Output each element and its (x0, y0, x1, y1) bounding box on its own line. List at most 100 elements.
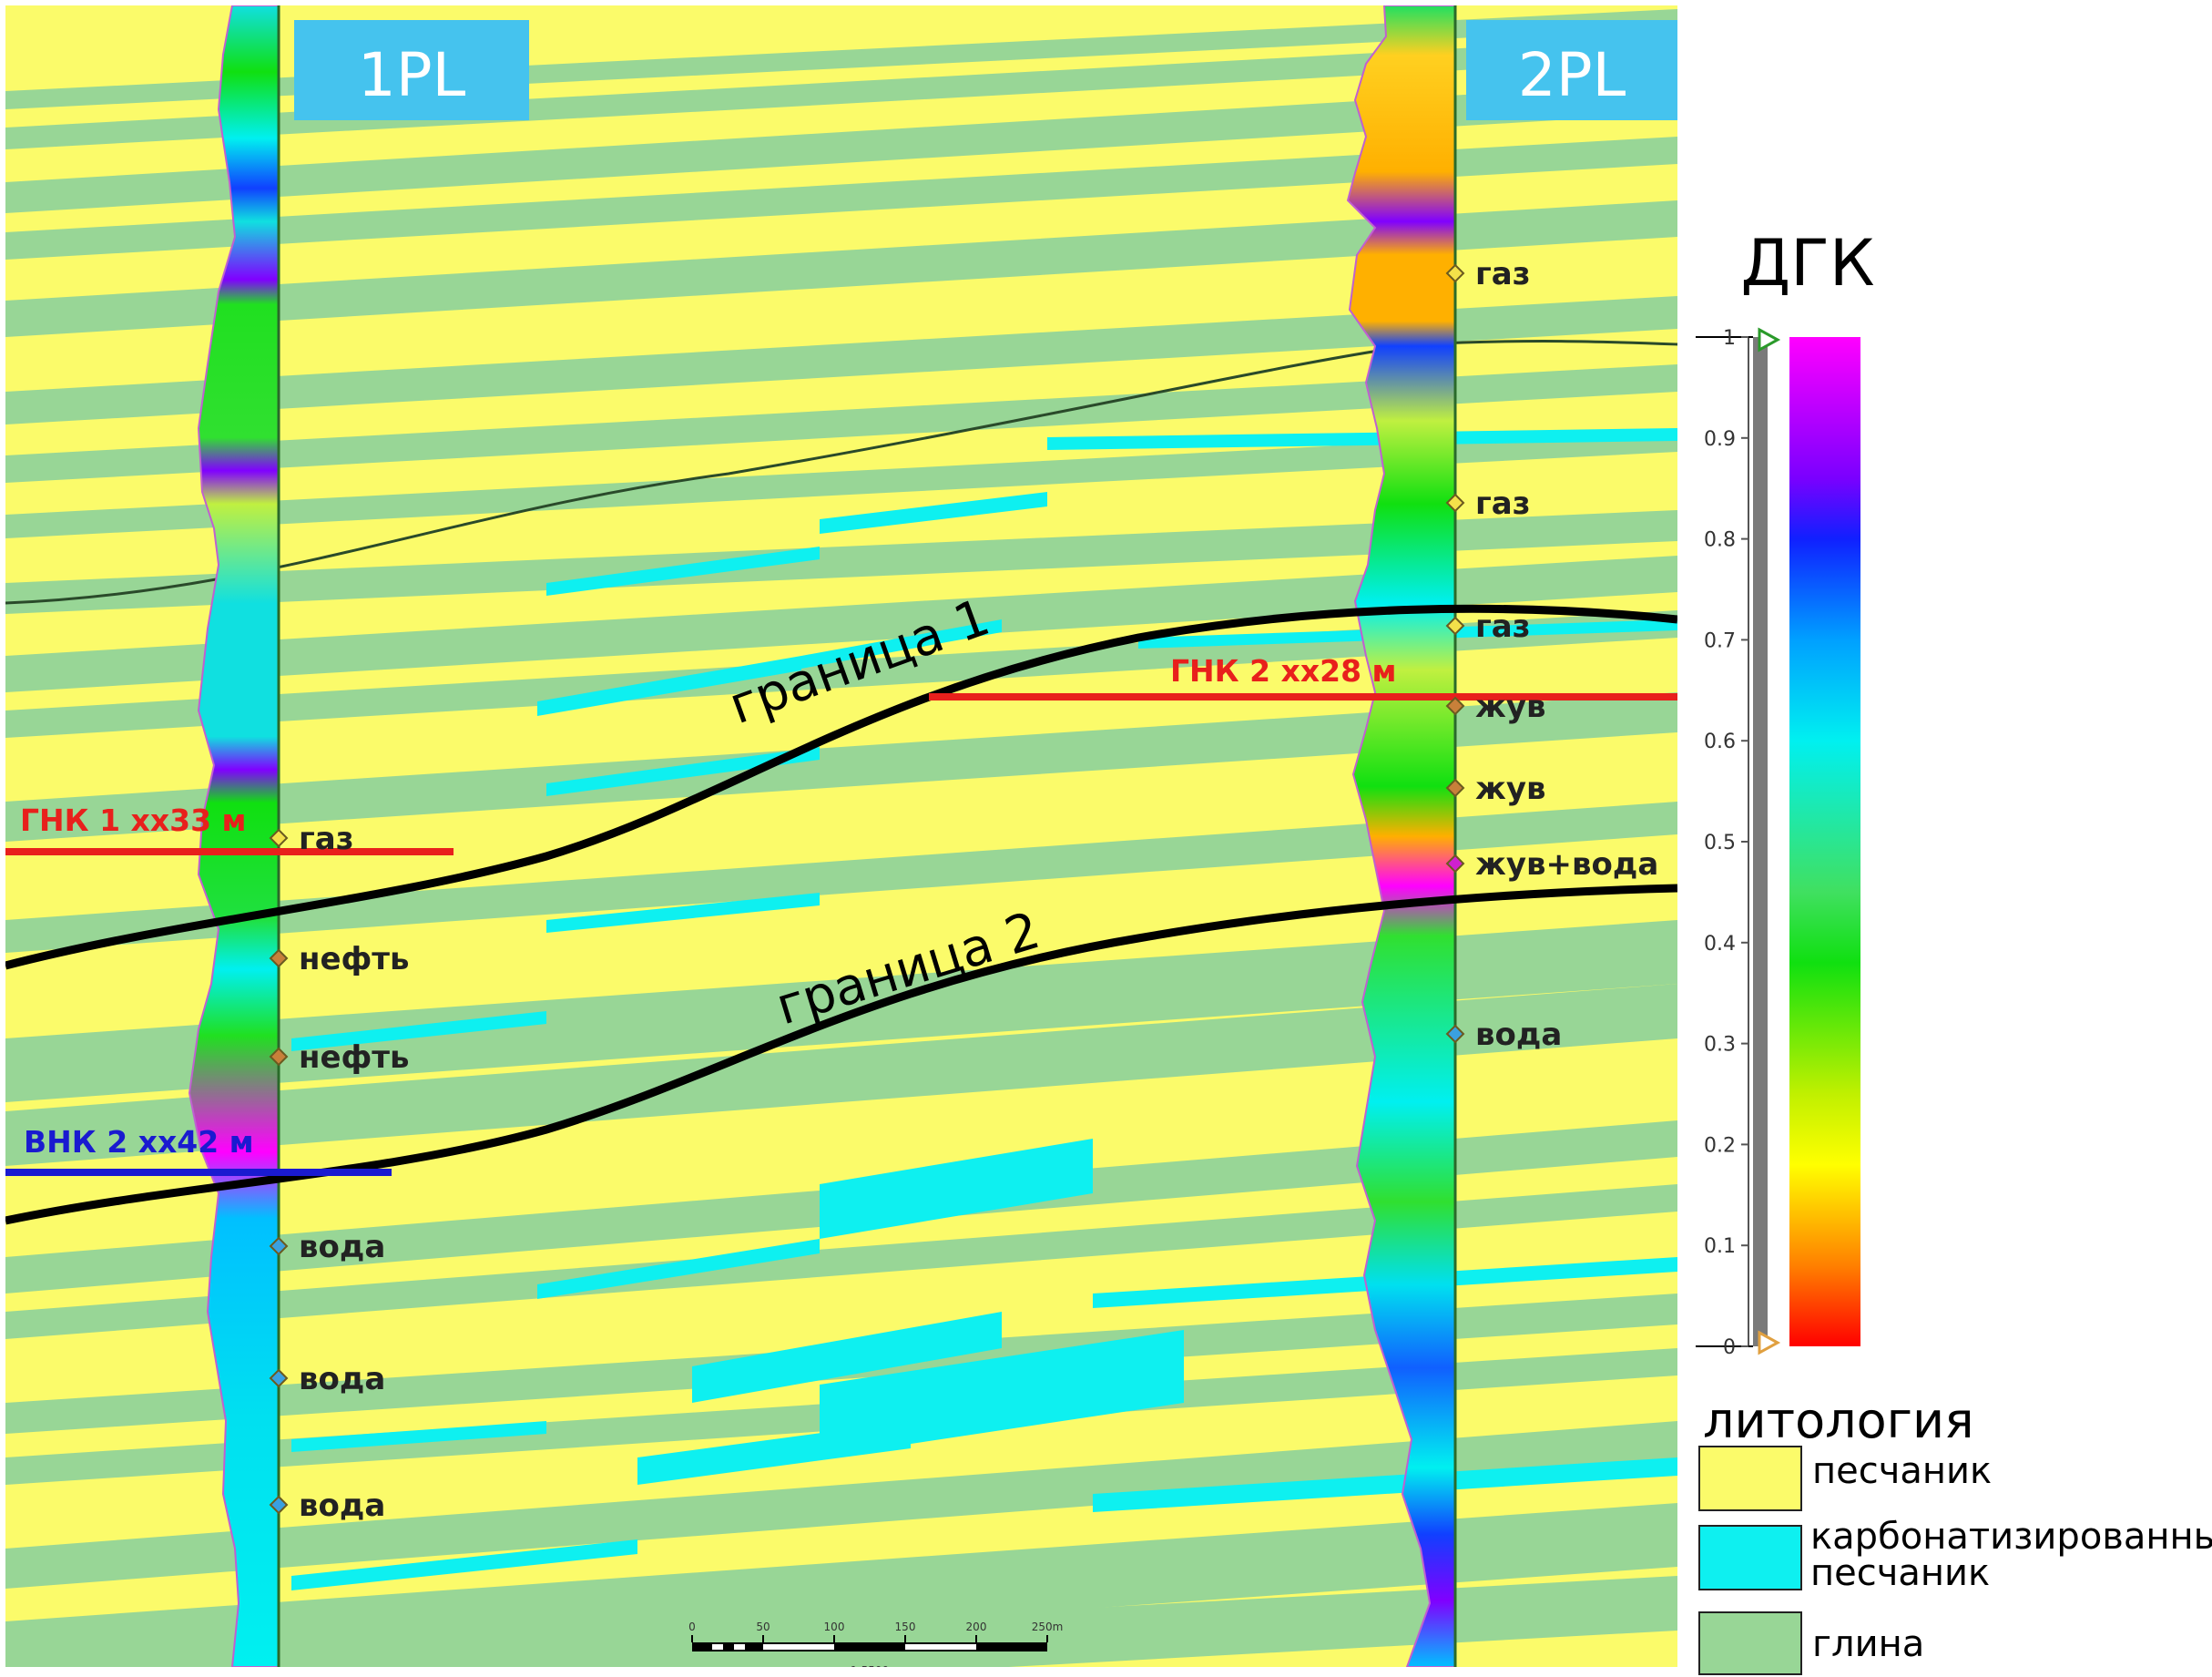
section-panel: граница 1 граница 2 ГНК 1 хх33 м ВНК 2 х… (5, 5, 1677, 1677)
carbonate-layer (1047, 428, 1677, 450)
legend-label-carbonate-sandstone: карбонатизированный (1810, 1516, 2212, 1558)
well-1pl-log-curve (188, 5, 280, 1667)
well-2pl-marker-icon (1445, 493, 1465, 513)
dgk-colorbar-slider-track (1753, 337, 1768, 1346)
carbonate-layer (801, 619, 1002, 669)
clay-layer (5, 984, 1677, 1166)
dgk-colorbar-tick-label: 0.6 (1704, 731, 1736, 753)
dgk-colorbar-bottom-handle[interactable] (1758, 1330, 1781, 1355)
well-2pl-marker-icon (1445, 263, 1465, 283)
scale-bar-seg (905, 1644, 976, 1650)
clay-layer (5, 920, 1677, 1102)
well-2pl-marker-icon (1445, 696, 1465, 716)
gnk2-label: ГНК 2 хх28 м (1170, 653, 1397, 689)
dgk-colorbar-gradient (1789, 337, 1860, 1346)
clay-layer (5, 1184, 1677, 1339)
carbonate-layer (537, 1239, 820, 1299)
well-2pl-marker-label: жув (1475, 689, 1546, 725)
clay-layer (5, 692, 1677, 842)
well-1pl-marker-icon (269, 1368, 289, 1388)
well-2pl-marker-label: жув+вода (1475, 846, 1658, 883)
well-2pl-marker-icon (1445, 1024, 1465, 1044)
legend-swatch-sandstone (1698, 1446, 1802, 1511)
dgk-colorbar-tick-label: 0.1 (1704, 1235, 1736, 1258)
well-1pl-marker-icon (269, 1047, 289, 1067)
well-1pl-marker-label: вода (299, 1361, 385, 1397)
carbonate-layer (692, 1312, 1002, 1403)
boundary-2-line (5, 884, 1677, 1225)
well-1pl-marker-icon (269, 948, 289, 968)
carbonate-layer (637, 1421, 911, 1485)
clay-layer (5, 510, 1677, 614)
well-2pl-log-curve (1346, 5, 1456, 1667)
clay-layer (5, 802, 1677, 953)
clay-layer (5, 1503, 1677, 1667)
legend-label-carbonate-sandstone-2: песчаник (1810, 1552, 1990, 1594)
clay-layers (5, 9, 1677, 1667)
well-2pl-marker-icon (1445, 616, 1465, 636)
clay-layer (5, 428, 1677, 538)
correlation-line (5, 340, 1677, 605)
clay-layer (5, 36, 1677, 149)
clay-layer (5, 200, 1677, 337)
clay-layer (5, 1576, 1677, 1667)
legend-swatch-carbonate-sandstone (1698, 1525, 1802, 1590)
clay-layer (5, 556, 1677, 692)
carbonate-layer (1093, 1457, 1677, 1512)
legend-label-sandstone: песчаник (1812, 1450, 1992, 1492)
dgk-colorbar-title: ДГК (1740, 226, 1874, 301)
scale-bar-tick-label: 50 (756, 1621, 770, 1633)
carbonate-layer (820, 492, 1047, 534)
scale-bar-tick-label: 100 (824, 1621, 845, 1633)
well-1pl-header-box (294, 20, 529, 120)
dgk-colorbar-tick-label: 0.4 (1704, 933, 1736, 956)
well-1pl-header: 1PL (294, 20, 529, 120)
dgk-colorbar-tick-label: 1 (1723, 327, 1736, 350)
well-1pl-marker-label: газ (299, 821, 353, 857)
dgk-colorbar-ticks: 1 0.9 0.8 0.7 0.6 0.5 0.4 0.3 0.2 0.1 0 (1704, 327, 1748, 1359)
well-2pl-marker-label: газ (1475, 608, 1530, 645)
well-1pl-header-label: 1PL (358, 40, 466, 110)
gnk1-label: ГНК 1 хх33 м (20, 803, 247, 838)
well-1pl-marker-label: нефть (299, 1039, 410, 1076)
dgk-colorbar-tick-label: 0.8 (1704, 529, 1736, 552)
carbonate-layer (820, 1139, 1093, 1239)
clay-layer (5, 1421, 1677, 1589)
dgk-colorbar-tick-label: 0.3 (1704, 1034, 1736, 1057)
carbonate-layer (546, 747, 820, 796)
well-2pl-header-box (1466, 20, 1677, 120)
well-2pl-marker-icon (1445, 854, 1465, 874)
scale-bar-seg (734, 1644, 745, 1650)
scale-bar-ticks: 0 50 100 150 200 250m (688, 1621, 1063, 1642)
well-2pl-marker-label: газ (1475, 486, 1530, 522)
carbonate-layer (291, 1011, 546, 1051)
well-2pl-header: 2PL (1466, 20, 1677, 120)
carbonate-layer (537, 656, 801, 716)
clay-layer (5, 82, 1677, 213)
well-2pl-marker-icon (1445, 778, 1465, 798)
well-1pl-markers: газ нефть нефть вода вода вода (269, 821, 410, 1524)
clay-layer (5, 364, 1677, 483)
well-1pl-marker-label: вода (299, 1229, 385, 1265)
well-2pl-header-label: 2PL (1518, 40, 1626, 110)
well-2pl-marker-label: вода (1475, 1017, 1562, 1053)
dgk-colorbar-tick-label: 0.9 (1704, 428, 1736, 451)
well-1pl-marker-icon (269, 1495, 289, 1515)
lithology-legend-title: литология (1703, 1392, 1974, 1449)
carbonate-layer (546, 893, 820, 933)
vnk2-label: ВНК 2 хх42 м (24, 1124, 254, 1160)
clay-layer (5, 296, 1677, 424)
dgk-colorbar-tick-label: 0 (1723, 1336, 1736, 1359)
dgk-colorbar-top-handle[interactable] (1758, 327, 1781, 353)
scale-bar-tick-label: 200 (966, 1621, 987, 1633)
scale-bar-ratio: 1:5500 (851, 1664, 889, 1677)
legend-swatch-clay (1698, 1611, 1802, 1675)
dgk-colorbar-tick-label: 0.5 (1704, 832, 1736, 854)
legend-label-clay: глина (1812, 1623, 1924, 1665)
dgk-colorbar-tick-label: 0.2 (1704, 1134, 1736, 1157)
dgk-colorbar-tick-label: 0.7 (1704, 629, 1736, 652)
well-1pl-marker-icon (269, 1236, 289, 1256)
well-1pl-marker-label: нефть (299, 941, 410, 977)
scale-bar: 0 50 100 150 200 250m 1:5500 (688, 1621, 1063, 1677)
